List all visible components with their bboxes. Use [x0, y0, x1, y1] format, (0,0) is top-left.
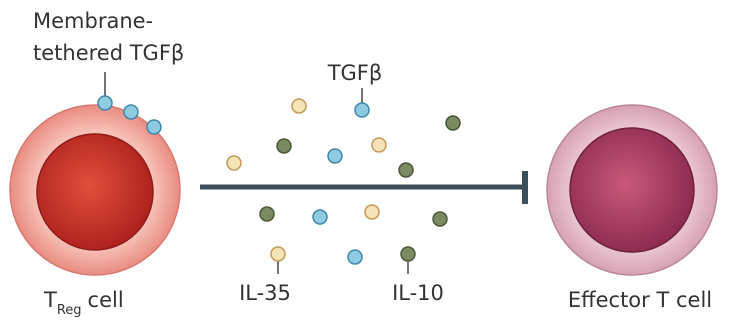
- treg-nucleus: [37, 134, 153, 250]
- label-suffix: cell: [88, 288, 124, 312]
- diagram: Membrane- tethered TGFβ TGFβ IL-35 IL-10…: [0, 0, 738, 328]
- tgfb-molecule: [98, 96, 112, 110]
- label-main: T: [43, 288, 57, 312]
- tgfb-molecule: [313, 210, 327, 224]
- tgfb-molecule: [147, 120, 161, 134]
- label-subscript: Reg: [57, 303, 82, 318]
- label: Effector T cell: [568, 288, 712, 312]
- label: IL-35: [239, 281, 291, 305]
- label: Membrane-: [33, 9, 153, 33]
- il10-molecule: [399, 163, 413, 177]
- il10-molecule: [446, 116, 460, 130]
- il35-molecule: [365, 205, 379, 219]
- label: tethered TGFβ: [33, 41, 184, 65]
- tgfb-molecule: [348, 250, 362, 264]
- il35-molecule: [271, 247, 285, 261]
- tgfb-molecule: [355, 103, 369, 117]
- il35-molecule: [227, 156, 241, 170]
- tgfb-molecule: [328, 149, 342, 163]
- il35-molecule: [372, 138, 386, 152]
- effector-nucleus: [570, 128, 694, 252]
- tgfb-molecule: [124, 105, 138, 119]
- label: IL-10: [392, 281, 444, 305]
- il10-molecule: [401, 247, 415, 261]
- label: TGFβ: [327, 61, 383, 85]
- il35-molecule: [292, 99, 306, 113]
- il10-molecule: [433, 212, 447, 226]
- il10-molecule: [277, 139, 291, 153]
- il10-molecule: [260, 207, 274, 221]
